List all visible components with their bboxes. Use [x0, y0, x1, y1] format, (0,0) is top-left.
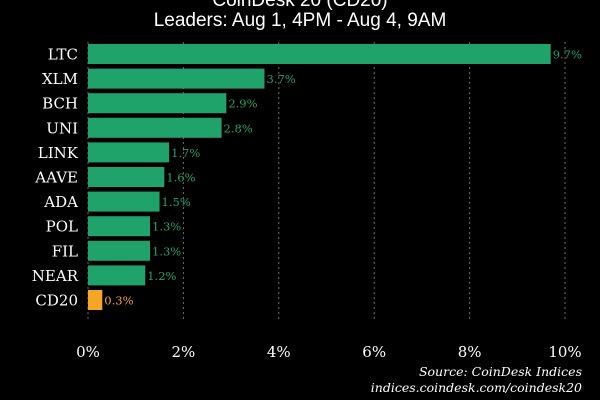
bar-pol	[88, 216, 151, 237]
value-label: 9.7%	[553, 48, 582, 62]
category-label: ADA	[43, 193, 78, 211]
value-label: 1.7%	[171, 146, 200, 160]
category-label: AAVE	[34, 169, 78, 187]
category-label: NEAR	[32, 267, 79, 285]
value-label: 2.8%	[224, 121, 253, 135]
bar-ada	[88, 191, 160, 212]
bar-near	[88, 265, 146, 286]
chart-title: CoinDesk 20 (CD20)	[212, 0, 388, 11]
value-label: 1.3%	[152, 244, 181, 258]
category-label: POL	[46, 218, 78, 236]
bar-bch	[88, 93, 227, 114]
value-label: 0.3%	[104, 294, 133, 308]
category-label: XLM	[42, 70, 78, 88]
x-tick-label: 4%	[267, 343, 291, 361]
source-credit: Source: CoinDesk Indices	[418, 364, 582, 379]
bar-uni	[88, 117, 222, 138]
x-tick-label: 10%	[548, 343, 581, 361]
bar-cd20	[88, 290, 103, 310]
category-label: FIL	[52, 242, 78, 260]
category-label: LINK	[38, 144, 79, 162]
x-tick-label: 2%	[172, 343, 196, 361]
x-tick-label: 6%	[362, 343, 386, 361]
value-label: 1.5%	[162, 195, 191, 209]
value-label: 2.9%	[228, 97, 257, 111]
x-tick-label: 0%	[76, 343, 100, 361]
source-url: indices.coindesk.com/coindesk20	[370, 380, 582, 395]
category-label: BCH	[42, 95, 78, 113]
value-label: 1.2%	[147, 269, 176, 283]
value-label: 3.7%	[266, 72, 295, 86]
category-label: CD20	[35, 292, 78, 310]
value-label: 1.6%	[166, 171, 195, 185]
bar-aave	[88, 167, 165, 187]
bar-link	[88, 142, 170, 163]
category-label: UNI	[46, 119, 78, 137]
bar-fil	[88, 240, 151, 261]
value-label: 1.3%	[152, 220, 181, 234]
bar-ltc	[88, 44, 551, 64]
x-tick-label: 8%	[458, 343, 482, 361]
category-label: LTC	[48, 46, 78, 64]
chart-subtitle: Leaders: Aug 1, 4PM - Aug 4, 9AM	[153, 10, 447, 31]
bar-xlm	[88, 68, 265, 89]
